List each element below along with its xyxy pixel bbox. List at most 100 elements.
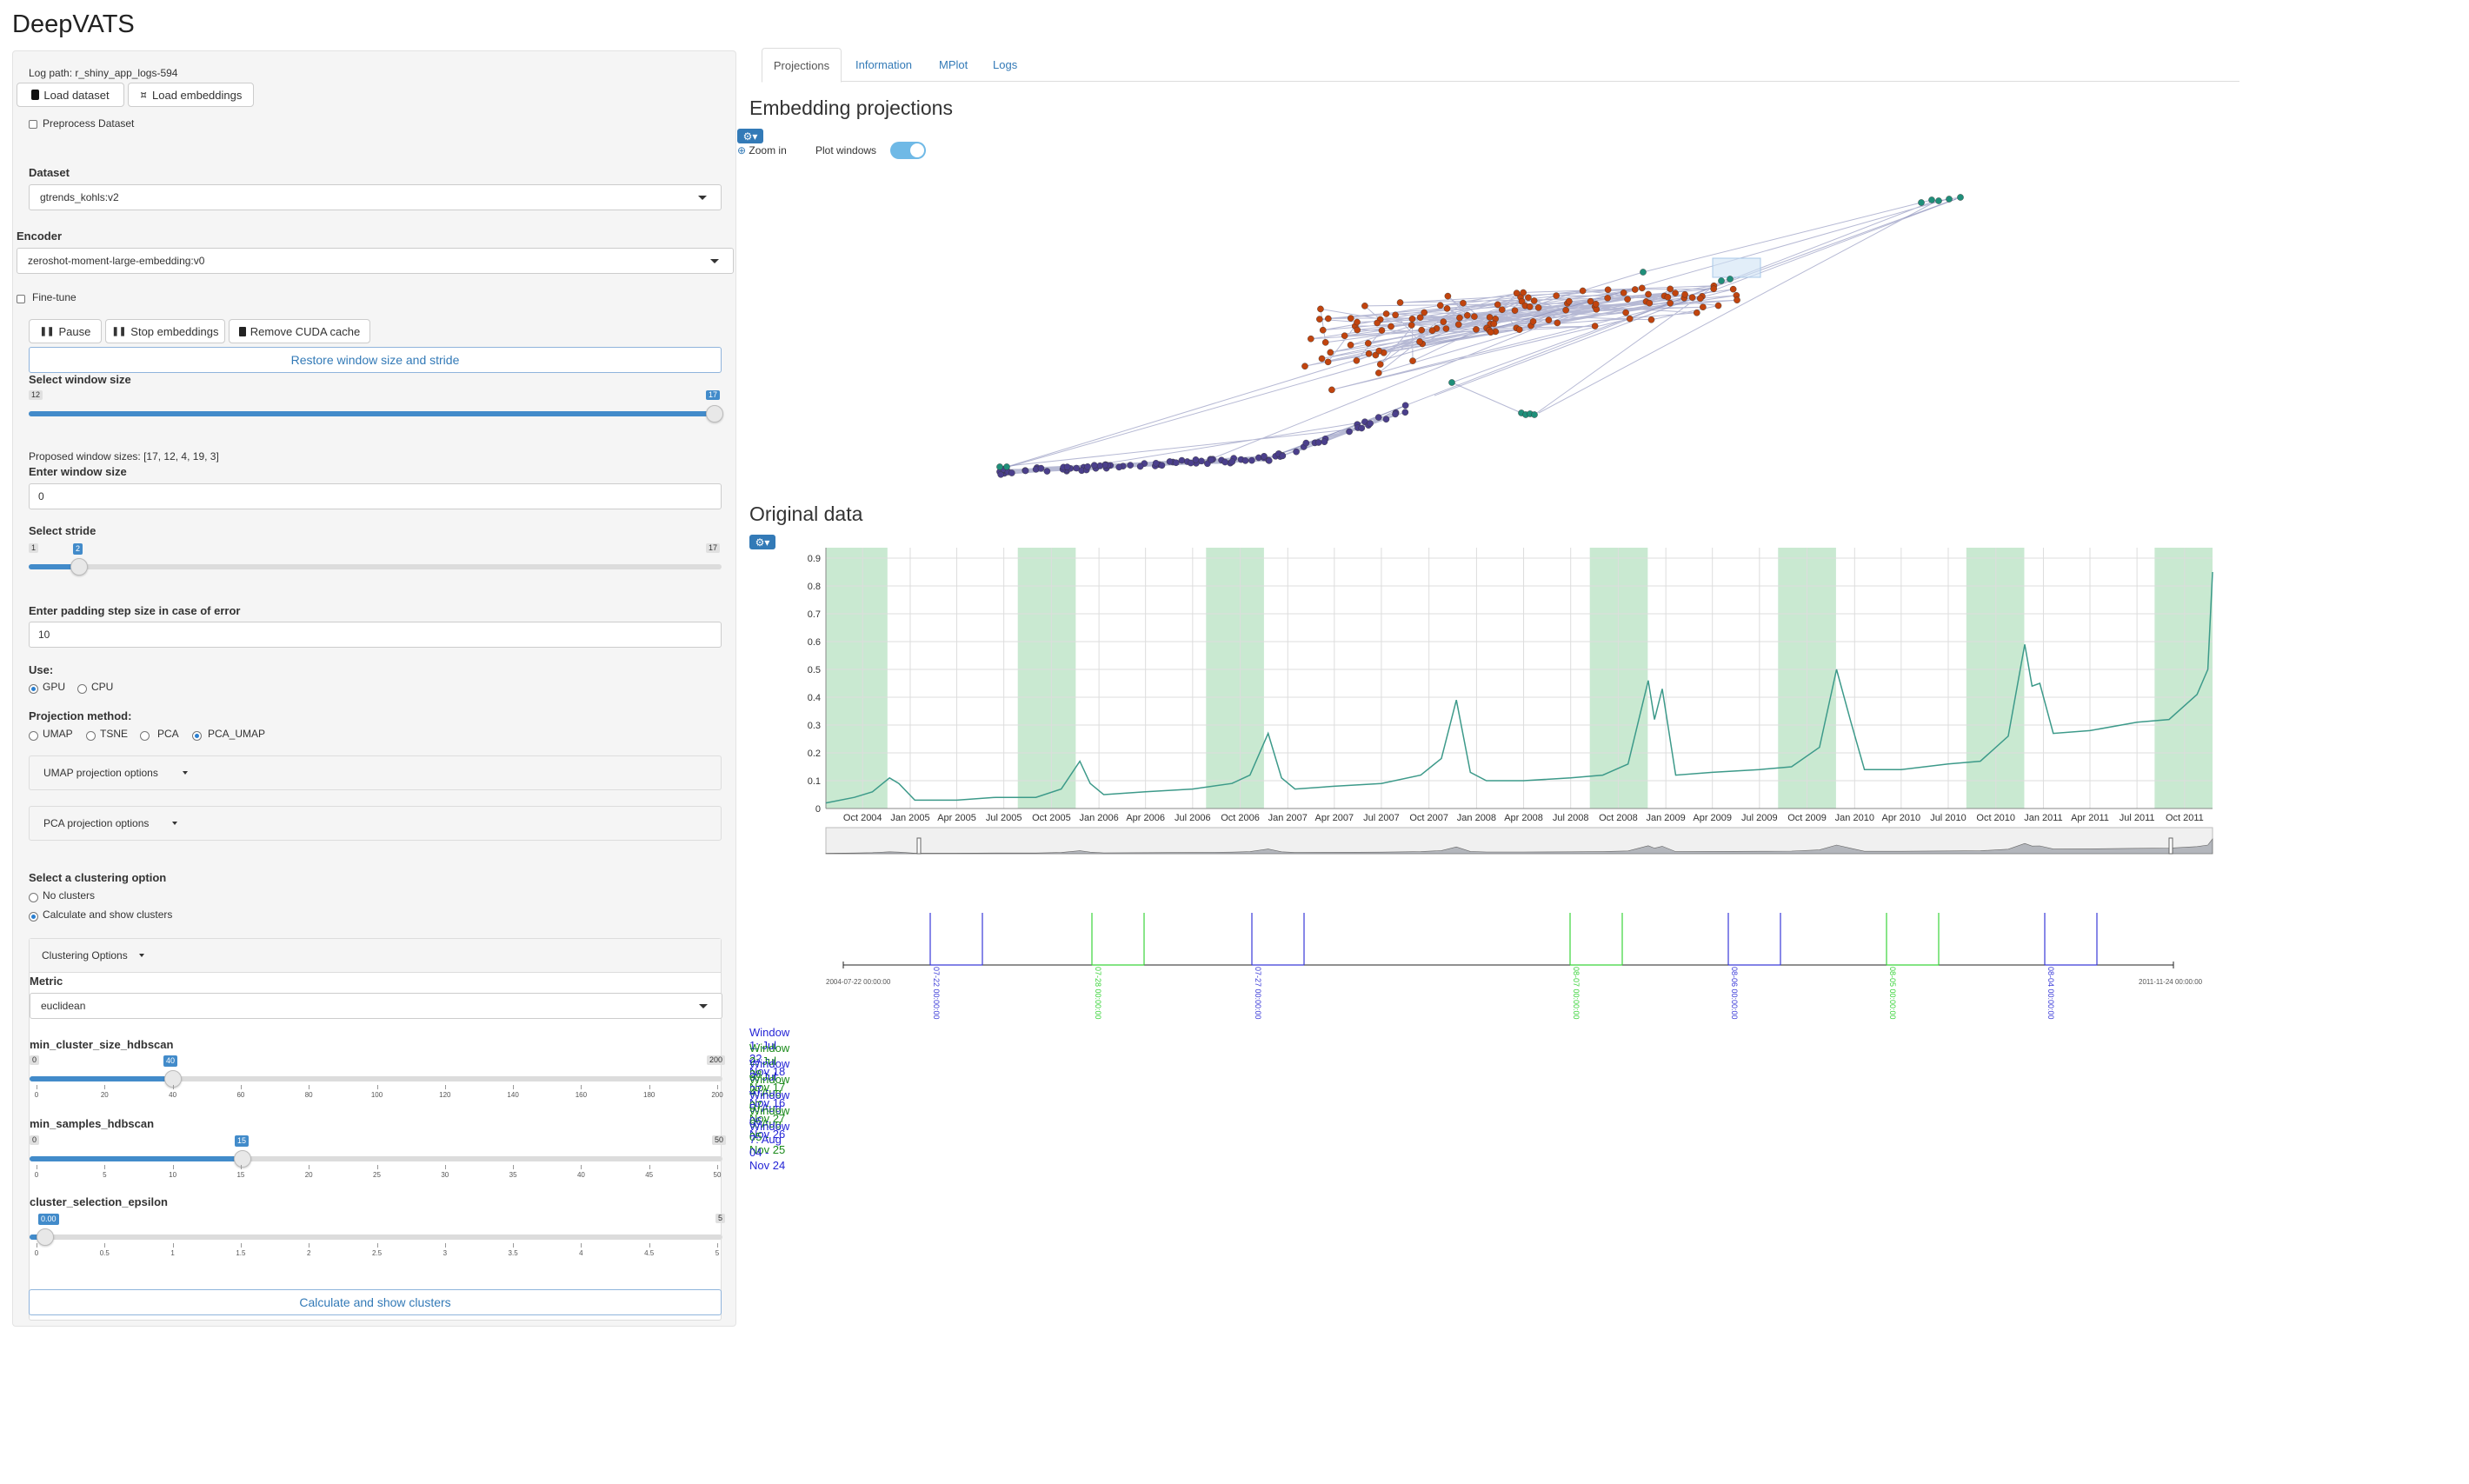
x-tick-label: Jul 2009 — [1741, 813, 1778, 823]
epsilon-max: 5 — [715, 1214, 726, 1223]
x-tick-label: Jan 2010 — [1835, 813, 1874, 823]
projection-point — [1667, 299, 1674, 307]
metric-select[interactable]: euclidean — [30, 993, 722, 1019]
projection-point — [1624, 296, 1631, 303]
x-tick-label: Apr 2006 — [1126, 813, 1165, 823]
projection-point — [1591, 323, 1599, 329]
projection-point — [1358, 424, 1366, 432]
projection-point — [1696, 295, 1704, 303]
load-embeddings-button[interactable]: ⯏ Load embeddings — [128, 83, 254, 107]
slider-tick — [581, 1165, 582, 1169]
clustering-options-label: Clustering Options — [42, 949, 128, 962]
calculate-clusters-button[interactable]: Calculate and show clusters — [29, 1289, 722, 1315]
tab-information[interactable]: Information — [855, 58, 913, 71]
slider-tick-label: 1.5 — [236, 1249, 246, 1257]
projection-point — [1416, 338, 1423, 345]
preprocess-checkbox[interactable] — [29, 120, 37, 129]
sidebar: Log path: r_shiny_app_logs-594 Load data… — [12, 50, 736, 1327]
window-size-value-badge: 17 — [706, 390, 721, 400]
projection-point — [1498, 306, 1506, 314]
pca-options-panel[interactable]: PCA projection options — [29, 806, 722, 841]
finetune-checkbox[interactable] — [17, 295, 25, 303]
projection-point — [1946, 196, 1953, 203]
projection-point — [1115, 463, 1123, 471]
stride-handle[interactable] — [70, 558, 88, 576]
projection-point — [1166, 458, 1174, 465]
umap-radio[interactable] — [29, 731, 38, 741]
x-tick-label: Jan 2011 — [2024, 813, 2062, 823]
umap-options-panel[interactable]: UMAP projection options — [29, 755, 722, 790]
slider-tick-label: 20 — [100, 1091, 109, 1099]
min-samples-handle[interactable] — [234, 1150, 251, 1168]
stop-embeddings-button[interactable]: ❚❚ Stop embeddings — [105, 319, 225, 343]
zoom-in-control[interactable]: ⊕ Zoom in — [737, 144, 787, 156]
window-size-input[interactable]: 0 — [29, 483, 722, 509]
tab-mplot[interactable]: MPlot — [939, 58, 968, 71]
embedding-scatter-plot[interactable] — [982, 178, 2008, 487]
slider-tick — [444, 1085, 446, 1089]
dataset-select[interactable]: gtrends_kohls:v2 — [29, 184, 722, 210]
umap-label: UMAP — [43, 728, 73, 740]
gpu-radio[interactable] — [29, 684, 38, 694]
window-bracket — [1886, 913, 1940, 966]
encoder-select[interactable]: zeroshot-moment-large-embedding:v0 — [17, 248, 734, 274]
clustering-options-header[interactable]: Clustering Options — [30, 939, 721, 973]
slider-tick — [444, 1243, 446, 1248]
window-bracket — [1251, 913, 1305, 966]
calc-clusters-radio[interactable] — [29, 912, 38, 922]
slider-tick-label: 25 — [373, 1171, 381, 1179]
projection-point — [1374, 319, 1381, 327]
remove-cuda-cache-button[interactable]: Remove CUDA cache — [229, 319, 370, 343]
window-item: Window 3: Jul 27 - Nov 16 — [749, 1057, 790, 1109]
load-dataset-button[interactable]: Load dataset — [17, 83, 124, 107]
dataset-value: gtrends_kohls:v2 — [40, 191, 119, 203]
slider-tick-label: 2.5 — [371, 1249, 383, 1257]
original-data-settings-button[interactable]: ⚙▾ — [749, 535, 775, 549]
projection-point — [1178, 456, 1186, 464]
original-data-title: Original data — [749, 502, 863, 525]
slider-tick — [376, 1085, 378, 1089]
epsilon-ticks: 0 0.5 1 1.5 2 2.5 3 3.5 4 4.5 5 — [35, 1243, 719, 1257]
cpu-radio[interactable] — [77, 684, 87, 694]
pause-button[interactable]: ❚❚ Pause — [29, 319, 102, 343]
x-tick-label: Jan 2006 — [1079, 813, 1118, 823]
original-data-chart[interactable]: 0 0.1 0.2 0.3 0.4 0.5 0.6 0.7 0.8 0.9 Oct 2004 Jan … — [782, 548, 2260, 878]
projection-point — [1515, 326, 1523, 333]
projection-point — [1664, 294, 1672, 301]
projection-point — [1152, 459, 1160, 467]
tab-logs[interactable]: Logs — [993, 58, 1018, 71]
padding-input[interactable]: 10 — [29, 622, 722, 648]
projection-point — [1401, 409, 1409, 416]
projection-point — [1401, 402, 1409, 409]
projection-point — [1729, 285, 1737, 293]
projection-point — [1037, 464, 1045, 472]
x-tick-label: Jan 2005 — [890, 813, 929, 823]
slider-tick — [649, 1165, 650, 1169]
projection-point — [1545, 316, 1553, 323]
plot-windows-toggle[interactable] — [890, 142, 926, 159]
slider-tick-label: 60 — [236, 1091, 245, 1099]
no-clusters-radio[interactable] — [29, 893, 38, 902]
proposed-window-sizes: Proposed window sizes: [17, 12, 4, 19, 3… — [29, 450, 219, 463]
zoom-in-label: Zoom in — [749, 144, 787, 156]
window-bracket — [2044, 913, 2098, 966]
projection-point — [1587, 297, 1594, 305]
tsne-radio[interactable] — [86, 731, 96, 741]
pca-umap-radio[interactable] — [192, 731, 202, 741]
projection-point — [1248, 456, 1255, 464]
projection-point — [1494, 301, 1501, 309]
projection-point — [1221, 458, 1228, 466]
x-tick-label: Oct 2010 — [1976, 813, 2015, 823]
pca-radio[interactable] — [140, 731, 150, 741]
range-selector-area — [825, 838, 2213, 855]
projection-point — [1566, 297, 1573, 305]
tab-projections[interactable]: Projections — [762, 48, 842, 83]
restore-window-button[interactable]: Restore window size and stride — [29, 347, 722, 373]
slider-tick — [513, 1165, 515, 1169]
projections-settings-button[interactable]: ⚙▾ — [737, 129, 763, 143]
epsilon-handle[interactable] — [37, 1228, 54, 1246]
projection-point — [1534, 304, 1542, 311]
projection-point — [1241, 457, 1249, 464]
projection-point — [1727, 276, 1734, 283]
window-size-handle[interactable] — [706, 405, 723, 423]
